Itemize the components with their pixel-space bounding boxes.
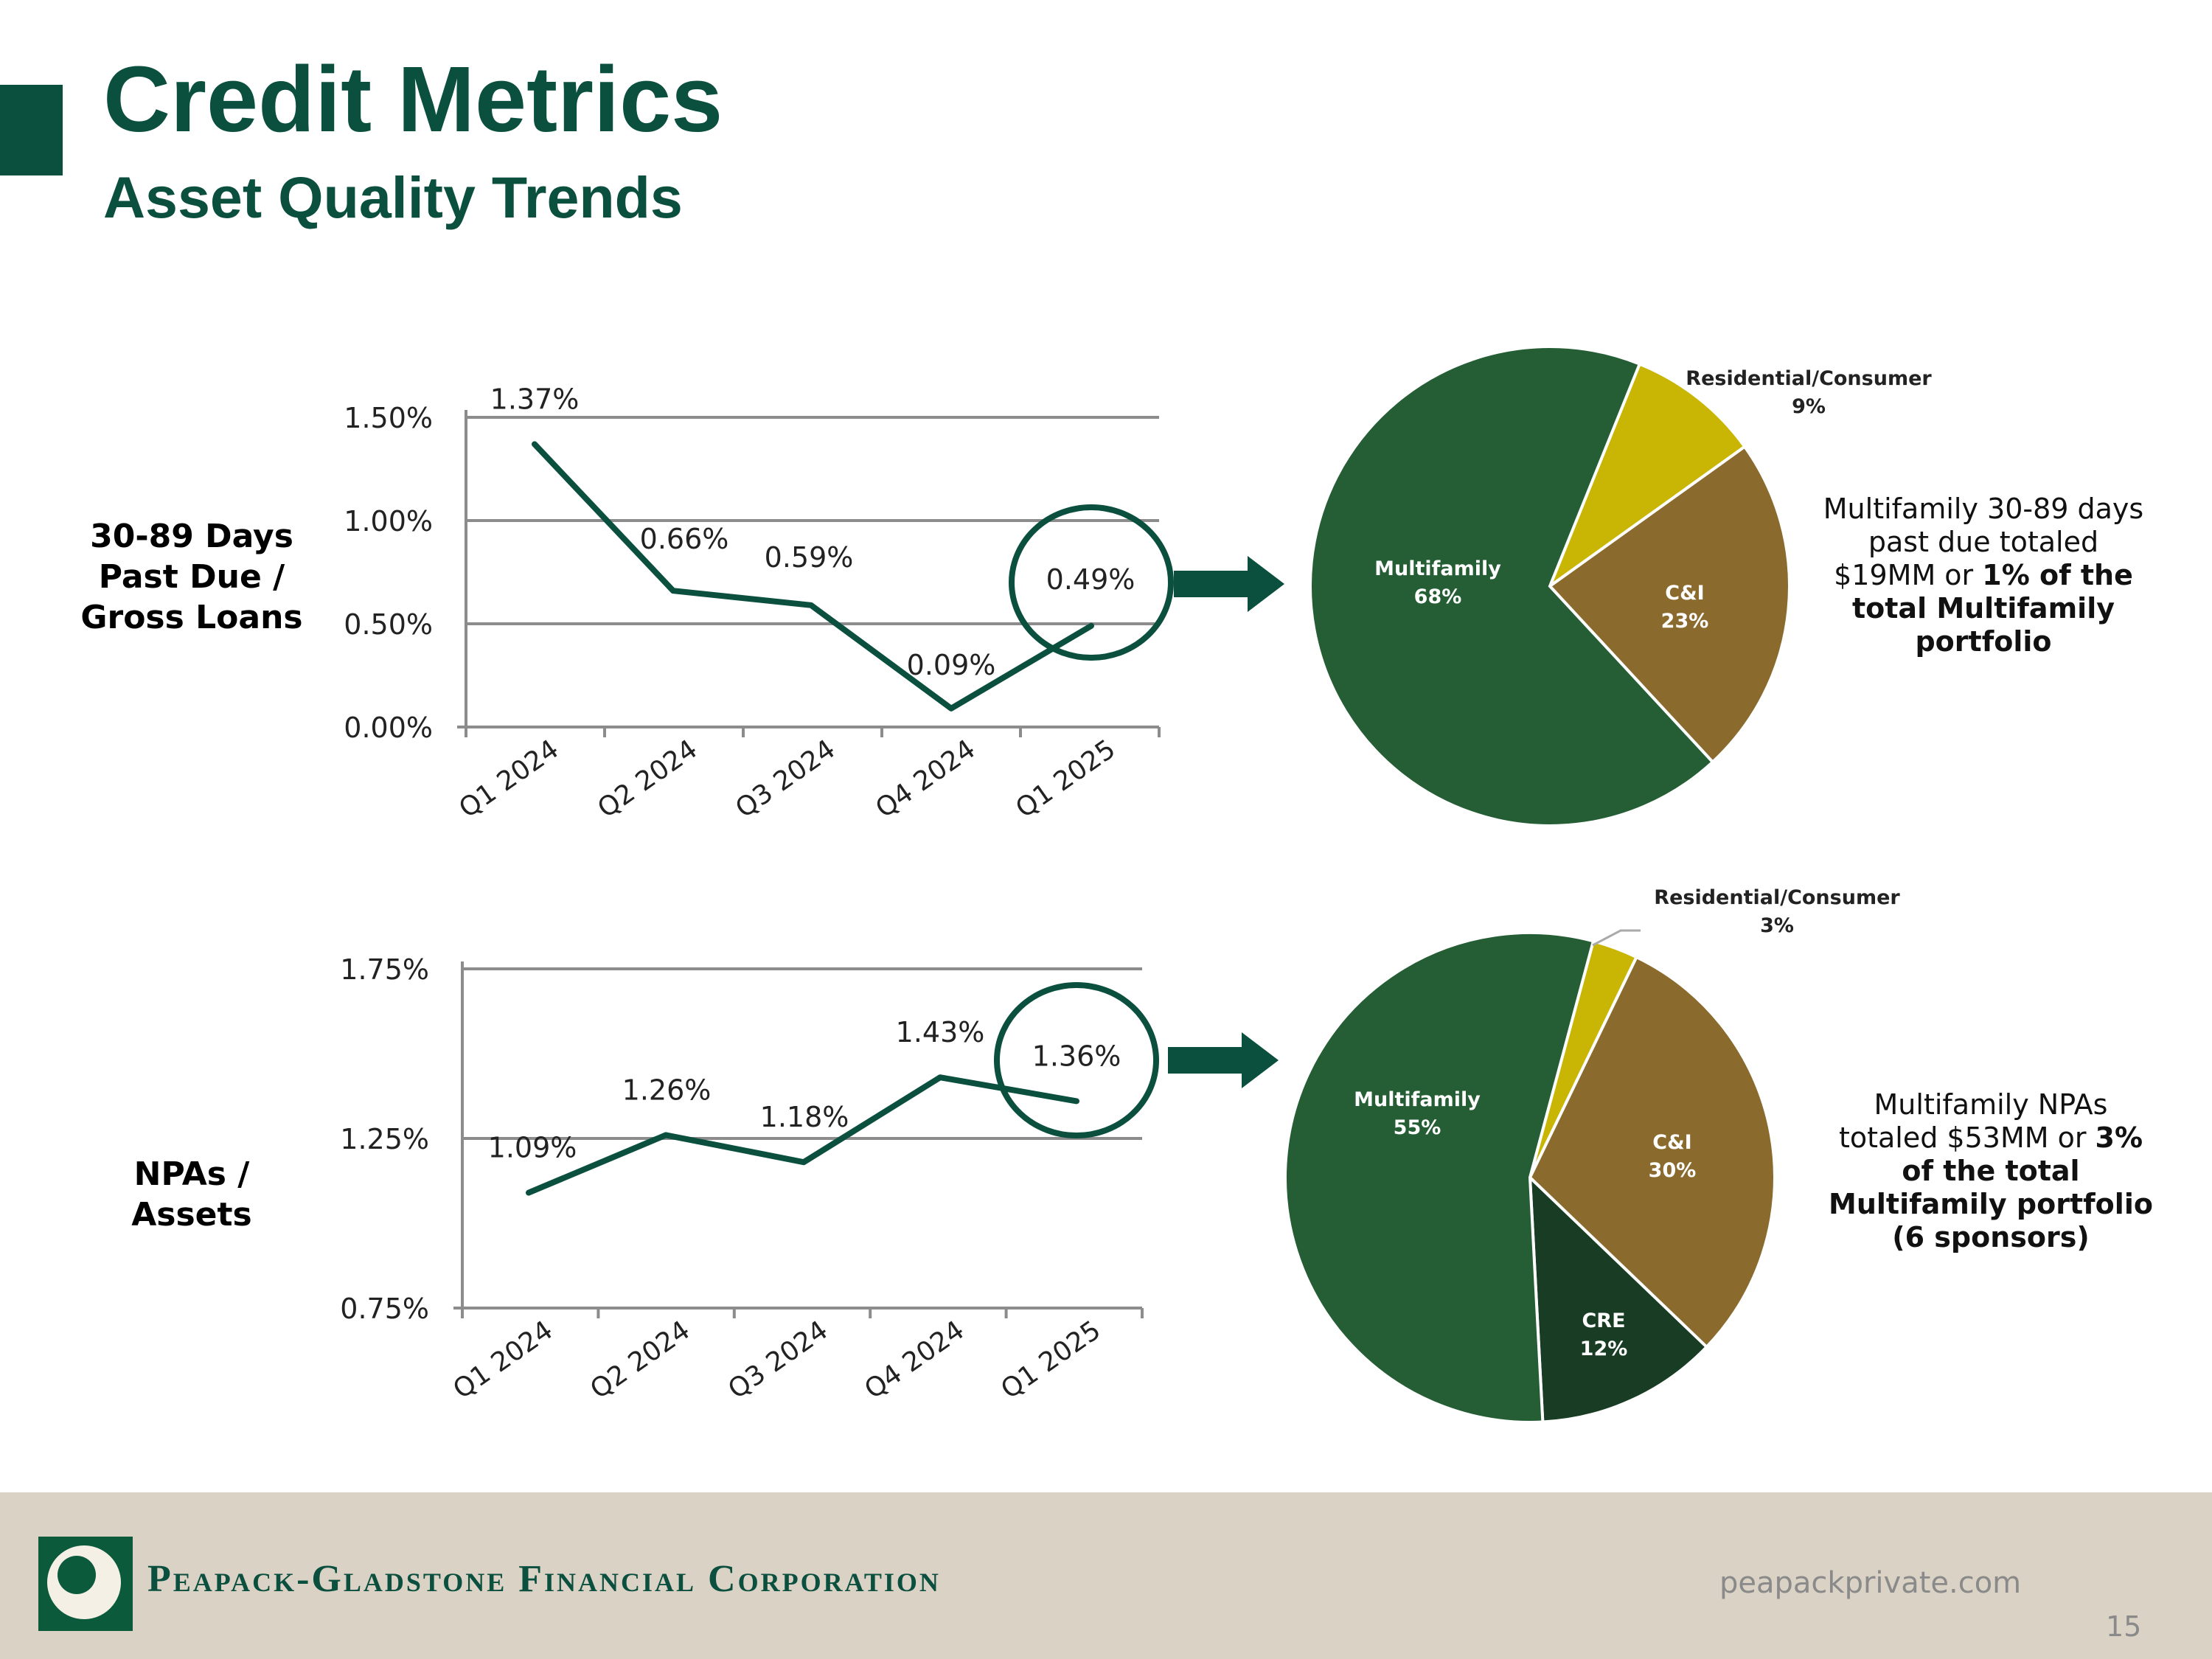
row-label-line: Past Due / [98, 558, 285, 596]
x-category-label: Q3 2024 [723, 1315, 833, 1405]
y-tick-label: 1.00% [344, 505, 433, 538]
y-tick-label: 0.50% [344, 608, 433, 641]
highlight-circle [1009, 504, 1174, 661]
page-subtitle: Asset Quality Trends [103, 164, 683, 230]
x-category-label: Q4 2024 [870, 734, 981, 824]
data-point [950, 706, 953, 710]
callout-past-due: Multifamily 30-89 days past due totaled … [1821, 493, 2146, 658]
website-link[interactable]: peapackprivate.com [1719, 1566, 2022, 1600]
pie-slice-value: 9% [1792, 395, 1826, 418]
pie-slice-label: C&I [1652, 1131, 1691, 1154]
logo-emblem [58, 1556, 96, 1594]
arrow-to-pie-icon [1168, 1032, 1279, 1088]
arrow-to-pie-icon [1174, 556, 1284, 612]
callout-text: Multifamily NPAs totaled $53MM or [1838, 1088, 2108, 1154]
y-tick-label: 0.75% [340, 1293, 429, 1325]
pie-slice [1546, 362, 1747, 591]
callout-emphasis: 1% of the total Multifamily portfolio [1851, 559, 2133, 658]
page-number: 15 [2106, 1610, 2142, 1643]
y-tick-label: 1.25% [340, 1123, 429, 1155]
row-label-line: Assets [131, 1196, 252, 1234]
y-tick-label: 1.50% [344, 402, 433, 434]
pie-slice-value: 12% [1580, 1338, 1628, 1360]
data-label: 0.66% [640, 523, 729, 555]
pie-slice-label: Multifamily [1374, 557, 1501, 580]
callout-emphasis: 3% of the total Multifamily portfolio (6… [1829, 1121, 2153, 1253]
row-label-line: NPAs / [133, 1155, 250, 1193]
row-label-line: 30-89 Days [90, 518, 293, 555]
data-label: 1.18% [760, 1101, 849, 1133]
data-point [672, 589, 675, 593]
data-label: 1.37% [490, 383, 580, 415]
pie-slice-value: 55% [1394, 1116, 1441, 1139]
data-point [810, 603, 813, 607]
company-name: Peapack-Gladstone Financial Corporation [147, 1558, 941, 1600]
x-category-label: Q2 2024 [585, 1315, 695, 1405]
data-point [533, 442, 536, 446]
pie-slice [1528, 1174, 1709, 1424]
series-line [532, 441, 1094, 712]
pie-slice-value: 30% [1649, 1159, 1697, 1182]
data-point [664, 1133, 667, 1137]
x-category-label: Q2 2024 [592, 734, 703, 824]
data-label: 1.43% [896, 1016, 985, 1048]
data-point [802, 1161, 805, 1164]
data-point [1090, 624, 1093, 627]
row-label-npas: NPAs / Assets [74, 1154, 310, 1235]
pie-slice [1528, 955, 1776, 1349]
pie-slice-label: Multifamily [1354, 1088, 1481, 1111]
data-label: 1.36% [1032, 1040, 1121, 1072]
x-category-label: Q1 2025 [1010, 734, 1121, 824]
row-label-line: Gross Loans [80, 599, 303, 636]
leader-line [1592, 929, 1641, 947]
footer: Peapack-Gladstone Financial Corporation … [0, 1492, 2212, 1659]
callout-text: Multifamily 30-89 days past due totaled … [1823, 493, 2144, 591]
x-category-label: Q4 2024 [859, 1315, 970, 1405]
y-tick-label: 0.00% [344, 712, 433, 744]
page-title: Credit Metrics [103, 47, 723, 151]
pie-slice [1547, 445, 1791, 765]
pie-slice [1284, 931, 1596, 1424]
callout-npas: Multifamily NPAs totaled $53MM or 3% of … [1829, 1088, 2153, 1254]
pie-slice-label: Residential/Consumer [1686, 367, 1932, 390]
data-point [1075, 1099, 1078, 1103]
pie-slice-value: 3% [1760, 914, 1794, 937]
data-point [527, 1191, 530, 1194]
y-tick-label: 1.75% [340, 953, 429, 986]
data-label: 1.09% [488, 1132, 577, 1164]
data-label: 0.49% [1046, 563, 1135, 596]
company-logo [38, 1537, 133, 1631]
pie-slice [1309, 345, 1715, 827]
data-point [939, 1076, 942, 1079]
data-label: 1.26% [622, 1074, 712, 1106]
pie-slice-value: 68% [1414, 585, 1462, 608]
data-label: 0.09% [907, 649, 996, 681]
x-category-label: Q1 2024 [448, 1315, 558, 1405]
pie-slice-label: CRE [1582, 1310, 1625, 1332]
row-label-past-due: 30-89 Days Past Due / Gross Loans [66, 516, 317, 638]
title-accent-bar [0, 85, 63, 175]
series-line [526, 1074, 1079, 1196]
x-category-label: Q3 2024 [730, 734, 841, 824]
data-label: 0.59% [765, 541, 854, 574]
highlight-circle [994, 982, 1159, 1138]
charts-canvas: 0.00% 0.50% 1.00% 1.50% Q1 2024 Q2 2024 Q3 202… [340, 345, 1932, 1424]
pie-slice-label: C&I [1665, 582, 1704, 605]
pie-slice-label: Residential/Consumer [1654, 886, 1900, 909]
pie-slice-value: 23% [1661, 610, 1709, 633]
x-category-label: Q1 2024 [453, 734, 564, 824]
x-category-label: Q1 2025 [995, 1315, 1106, 1405]
